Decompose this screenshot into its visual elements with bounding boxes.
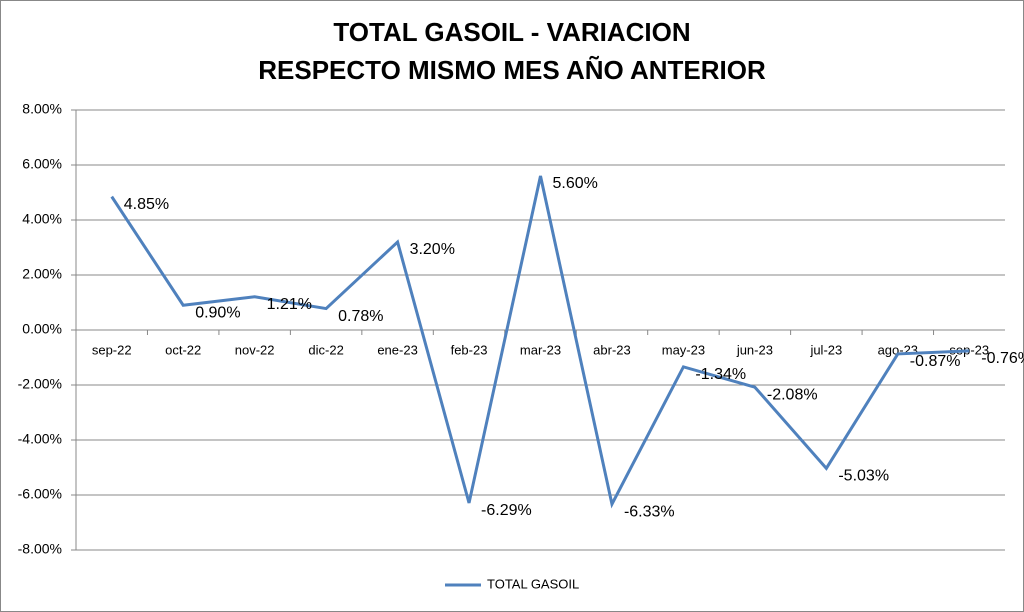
x-tick-label: feb-23 (451, 342, 488, 357)
y-tick-label: -4.00% (18, 431, 62, 447)
data-label: -6.33% (624, 503, 675, 520)
y-tick-label: -6.00% (18, 486, 62, 502)
data-label: -6.29% (481, 502, 532, 519)
data-label: -0.87% (910, 353, 961, 370)
y-tick-label: 2.00% (22, 266, 62, 282)
data-label: 0.78% (338, 308, 383, 325)
data-label: 5.60% (553, 175, 598, 192)
chart-title: RESPECTO MISMO MES AÑO ANTERIOR (258, 55, 766, 85)
x-tick-label: jun-23 (736, 342, 773, 357)
y-tick-label: 6.00% (22, 156, 62, 172)
data-label: 1.21% (267, 296, 312, 313)
x-tick-label: abr-23 (593, 342, 631, 357)
x-tick-label: jul-23 (809, 342, 842, 357)
y-tick-label: 4.00% (22, 211, 62, 227)
y-tick-label: 8.00% (22, 101, 62, 117)
x-tick-label: sep-23 (949, 342, 989, 357)
data-label: 3.20% (410, 241, 455, 258)
x-tick-label: mar-23 (520, 342, 561, 357)
data-line (110, 175, 970, 509)
data-label: -2.08% (767, 386, 818, 403)
data-label: -5.03% (838, 468, 889, 485)
y-tick-label: -2.00% (18, 376, 62, 392)
data-label: -1.34% (695, 366, 746, 383)
y-tick-label: 0.00% (22, 321, 62, 337)
legend-label: TOTAL GASOIL (487, 576, 579, 591)
data-label: 4.85% (124, 196, 169, 213)
x-tick-label: nov-22 (235, 342, 275, 357)
x-tick-label: dic-22 (308, 342, 343, 357)
chart-title: TOTAL GASOIL - VARIACION (333, 17, 690, 47)
x-tick-label: oct-22 (165, 342, 201, 357)
y-tick-label: -8.00% (18, 541, 62, 557)
data-label: 0.90% (195, 304, 240, 321)
data-label: -0.76% (981, 350, 1024, 367)
x-tick-label: ene-23 (377, 342, 417, 357)
x-tick-label: may-23 (662, 342, 705, 357)
x-tick-label: sep-22 (92, 342, 132, 357)
